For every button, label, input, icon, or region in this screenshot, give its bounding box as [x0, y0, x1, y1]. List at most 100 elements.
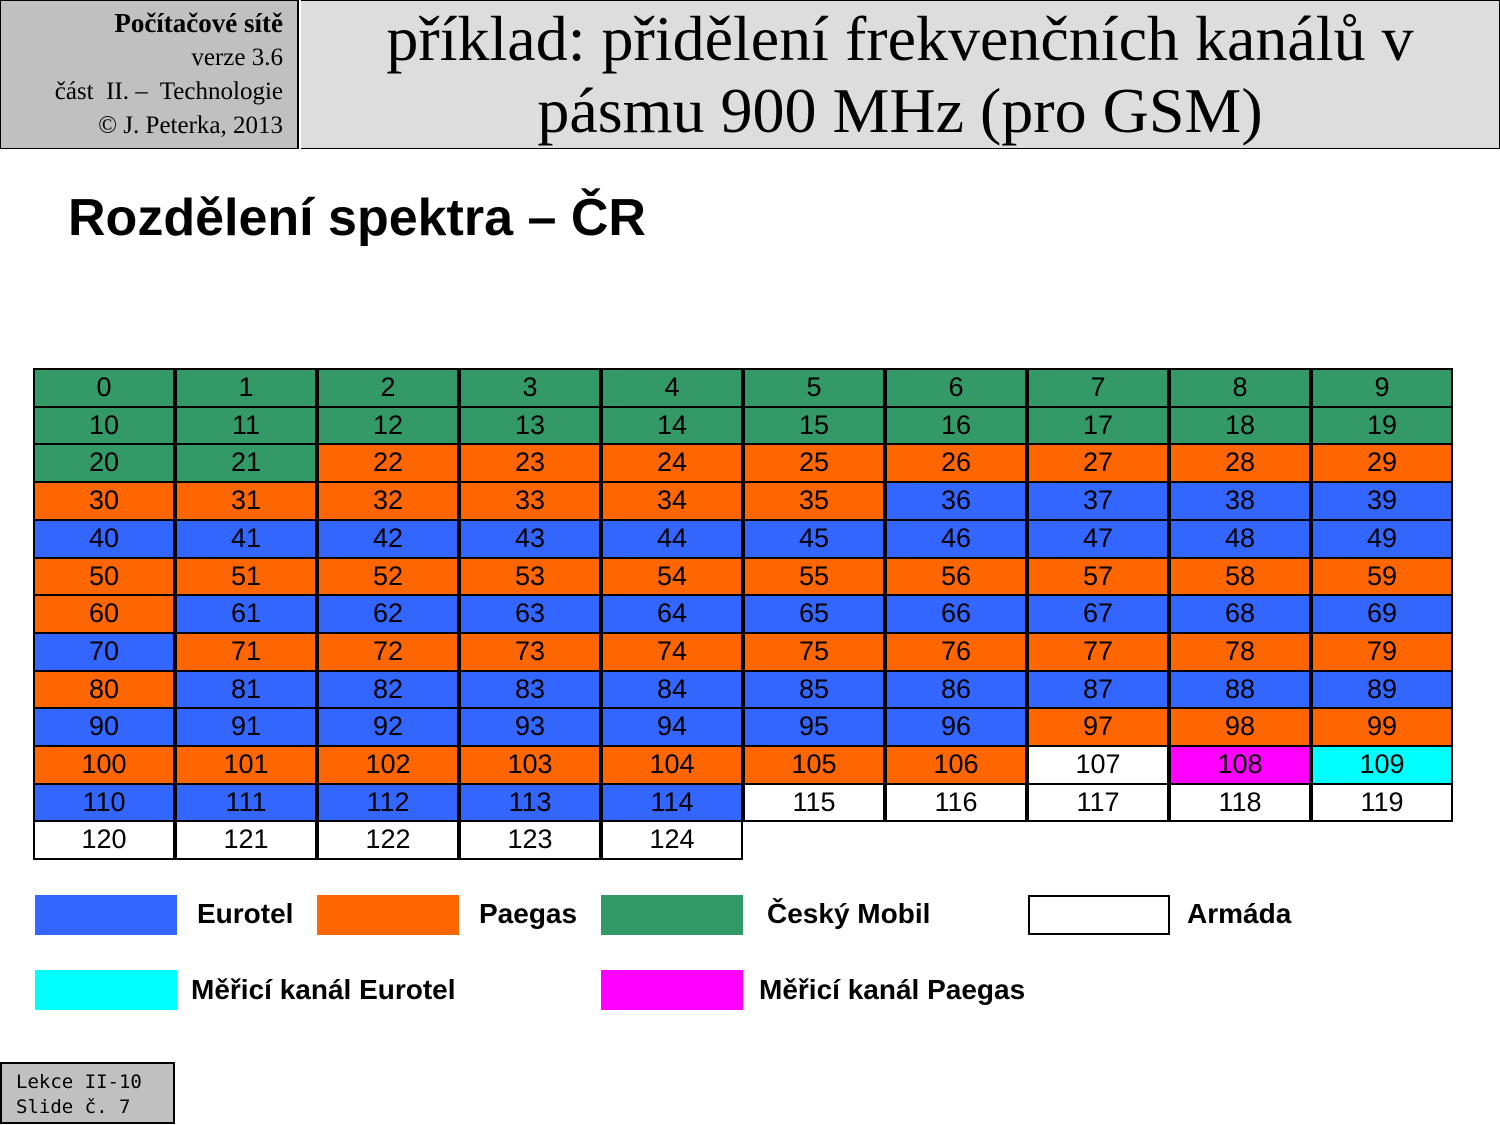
channel-cell-55: 55	[743, 557, 885, 596]
channel-cell-119: 119	[1311, 783, 1453, 822]
channel-cell-26: 26	[885, 443, 1027, 483]
channel-cell-66: 66	[885, 594, 1027, 634]
legend-label-paegas: Paegas	[479, 898, 578, 929]
channel-cell-88: 88	[1169, 670, 1311, 709]
channel-cell-116: 116	[885, 783, 1027, 822]
legend-label-merici-paegas: Měřicí kanál Paegas	[759, 974, 1026, 1005]
channel-cell-114: 114	[601, 783, 743, 822]
channel-cell-98: 98	[1169, 707, 1311, 747]
channel-cell-76: 76	[885, 632, 1027, 672]
legend-label-cesky-mobil: Český Mobil	[767, 898, 931, 929]
channel-cell-2: 2	[317, 368, 459, 408]
channel-cell-90: 90	[33, 707, 175, 747]
channel-cell-12: 12	[317, 406, 459, 445]
channel-cell-34: 34	[601, 481, 743, 521]
channel-cell-58: 58	[1169, 557, 1311, 596]
channel-cell-67: 67	[1027, 594, 1169, 634]
channel-cell-28: 28	[1169, 443, 1311, 483]
channel-cell-40: 40	[33, 519, 175, 559]
legend-swatch-paegas	[317, 895, 459, 935]
channel-cell-38: 38	[1169, 481, 1311, 521]
channel-cell-94: 94	[601, 707, 743, 747]
legend-swatch-cesky-mobil	[601, 895, 743, 935]
channel-cell-124: 124	[601, 820, 743, 860]
channel-cell-21: 21	[175, 443, 317, 483]
channel-cell-8: 8	[1169, 368, 1311, 408]
channel-cell-79: 79	[1311, 632, 1453, 672]
channel-cell-10: 10	[33, 406, 175, 445]
channel-cell-93: 93	[459, 707, 601, 747]
channel-cell-22: 22	[317, 443, 459, 483]
channel-cell-120: 120	[33, 820, 175, 860]
channel-cell-68: 68	[1169, 594, 1311, 634]
channel-cell-46: 46	[885, 519, 1027, 559]
channel-cell-23: 23	[459, 443, 601, 483]
channel-cell-87: 87	[1027, 670, 1169, 709]
legend-swatch-merici-eurotel	[35, 970, 177, 1010]
channel-cell-117: 117	[1027, 783, 1169, 822]
channel-cell-99: 99	[1311, 707, 1453, 747]
channel-cell-75: 75	[743, 632, 885, 672]
channel-cell-80: 80	[33, 670, 175, 709]
channel-cell-32: 32	[317, 481, 459, 521]
channel-cell-47: 47	[1027, 519, 1169, 559]
copyright-label: © J. Peterka, 2013	[98, 112, 283, 139]
channel-cell-61: 61	[175, 594, 317, 634]
channel-cell-104: 104	[601, 745, 743, 785]
channel-cell-25: 25	[743, 443, 885, 483]
channel-cell-48: 48	[1169, 519, 1311, 559]
channel-cell-49: 49	[1311, 519, 1453, 559]
channel-cell-83: 83	[459, 670, 601, 709]
channel-cell-29: 29	[1311, 443, 1453, 483]
channel-cell-0: 0	[33, 368, 175, 408]
channel-cell-121: 121	[175, 820, 317, 860]
channel-cell-118: 118	[1169, 783, 1311, 822]
channel-cell-77: 77	[1027, 632, 1169, 672]
channel-cell-20: 20	[33, 443, 175, 483]
channel-cell-102: 102	[317, 745, 459, 785]
channel-cell-15: 15	[743, 406, 885, 445]
channel-cell-92: 92	[317, 707, 459, 747]
channel-cell-52: 52	[317, 557, 459, 596]
channel-cell-74: 74	[601, 632, 743, 672]
course-name: Počítačové sítě	[114, 8, 283, 38]
channel-cell-14: 14	[601, 406, 743, 445]
channel-cell-11: 11	[175, 406, 317, 445]
channel-cell-78: 78	[1169, 632, 1311, 672]
channel-cell-33: 33	[459, 481, 601, 521]
channel-cell-115: 115	[743, 783, 885, 822]
channel-cell-60: 60	[33, 594, 175, 634]
channel-cell-37: 37	[1027, 481, 1169, 521]
channel-cell-27: 27	[1027, 443, 1169, 483]
channel-cell-110: 110	[33, 783, 175, 822]
channel-cell-17: 17	[1027, 406, 1169, 445]
channel-cell-54: 54	[601, 557, 743, 596]
channel-cell-30: 30	[33, 481, 175, 521]
slide-title-line2: pásmu 900 MHz (pro GSM)	[537, 75, 1263, 146]
slide-footer: Lekce II-10 Slide č. 7	[0, 1062, 175, 1124]
channel-cell-42: 42	[317, 519, 459, 559]
channel-cell-86: 86	[885, 670, 1027, 709]
footer-slide-number: Slide č. 7	[16, 1096, 131, 1118]
legend-swatch-armada	[1028, 895, 1170, 935]
channel-cell-103: 103	[459, 745, 601, 785]
legend-swatch-eurotel	[35, 895, 177, 935]
channel-cell-109: 109	[1311, 745, 1453, 785]
channel-cell-57: 57	[1027, 557, 1169, 596]
channel-cell-82: 82	[317, 670, 459, 709]
legend-label-armada: Armáda	[1187, 898, 1292, 929]
channel-cell-107: 107	[1027, 745, 1169, 785]
channel-cell-24: 24	[601, 443, 743, 483]
channel-cell-9: 9	[1311, 368, 1453, 408]
part-label: část II. – Technologie	[54, 78, 283, 105]
channel-cell-7: 7	[1027, 368, 1169, 408]
legend-swatch-merici-paegas	[601, 970, 743, 1010]
channel-cell-18: 18	[1169, 406, 1311, 445]
channel-cell-4: 4	[601, 368, 743, 408]
channel-cell-89: 89	[1311, 670, 1453, 709]
channel-cell-69: 69	[1311, 594, 1453, 634]
channel-cell-53: 53	[459, 557, 601, 596]
channel-cell-122: 122	[317, 820, 459, 860]
channel-cell-31: 31	[175, 481, 317, 521]
header-info-box: Počítačové sítě verze 3.6 část II. – Tec…	[0, 0, 299, 149]
